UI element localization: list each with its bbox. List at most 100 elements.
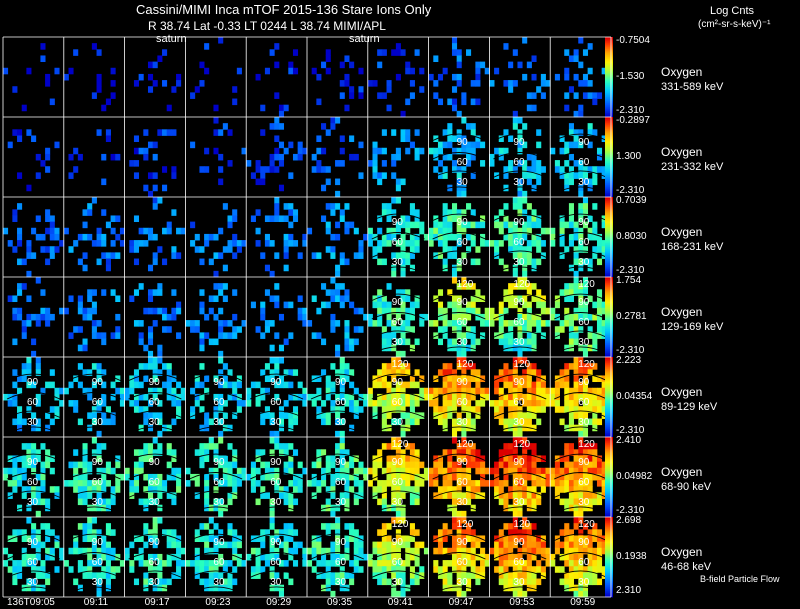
spectrogram-panel-3-9: [550, 277, 612, 358]
energy-label: 89-129 keV: [661, 401, 718, 413]
spectrogram-panel-4-1: [63, 363, 125, 438]
contour-label: 60: [391, 557, 403, 569]
contour-label: 90: [578, 137, 590, 149]
colorbar-4: [605, 357, 613, 438]
contour-label: 30: [270, 576, 282, 588]
time-label: 136T09:05: [7, 597, 55, 608]
plot-title: Cassini/MIMI Inca mTOF 2015-136 Stare Io…: [136, 2, 432, 17]
contour-label: 60: [513, 237, 525, 249]
contour-label: 30: [213, 496, 225, 508]
contour-label: 90: [91, 537, 103, 549]
contour-label: 60: [513, 477, 525, 489]
energy-label: 231-332 keV: [661, 161, 724, 173]
contour-label: 30: [91, 576, 103, 588]
contour-label: 120: [391, 359, 409, 370]
time-label: 09:29: [266, 597, 292, 608]
spectrogram-panel-2-8: [489, 197, 551, 278]
contour-label: 30: [213, 416, 225, 428]
spectrogram-panel-6-7: [432, 517, 490, 598]
contour-label: 30: [456, 256, 468, 268]
contour-label: 90: [270, 537, 282, 549]
contour-label: 30: [391, 496, 403, 508]
spectrogram-panel-1-2: [129, 129, 177, 198]
spectrogram-panel-1-1: [68, 129, 121, 186]
colorbar-min-label: -2.310: [616, 185, 645, 196]
contour-label: 30: [456, 176, 468, 188]
contour-label: 30: [391, 256, 403, 268]
contour-label: 120: [456, 359, 474, 370]
species-label: Oxygen: [661, 385, 703, 399]
contour-label: 30: [391, 576, 403, 588]
species-label: Oxygen: [661, 225, 703, 239]
spectrogram-panel-4-3: [189, 357, 247, 438]
contour-label: 60: [91, 397, 103, 409]
spectrogram-panel-5-8: [489, 437, 551, 518]
colorbar-mid-label: 1.300: [616, 151, 642, 162]
contour-label: 60: [27, 397, 39, 409]
energy-label: 168-231 keV: [661, 241, 724, 253]
contour-label: 30: [148, 576, 160, 588]
colorbar-min-label: -2.310: [616, 345, 645, 356]
spectrogram-panel-5-2: [124, 437, 182, 514]
contour-label: 30: [27, 496, 39, 508]
colorbar-mid-label: 0.2781: [616, 311, 647, 322]
spectrogram-panel-2-4: [250, 197, 308, 278]
species-label: Oxygen: [661, 145, 703, 159]
colorbar-5: [605, 437, 613, 518]
contour-label: 90: [578, 537, 590, 549]
contour-label: 90: [27, 457, 39, 469]
contour-label: 60: [456, 317, 468, 329]
contour-label: 30: [513, 336, 525, 348]
contour-label: 90: [456, 137, 468, 149]
contour-label: 60: [270, 557, 282, 569]
contour-label: 90: [148, 457, 160, 469]
spectrogram-panel-5-7: [428, 437, 490, 518]
contour-label: 60: [213, 557, 225, 569]
spectrogram-panel-1-7: [428, 117, 486, 198]
contour-label: 60: [578, 397, 590, 409]
contour-label: 90: [213, 457, 225, 469]
spectrogram-panel-4-4: [246, 357, 308, 438]
spectrogram-panel-3-6: [367, 283, 429, 358]
colorbar-max-label: -0.7504: [616, 35, 650, 46]
contour-label: 120: [578, 359, 595, 370]
contour-label: 30: [513, 176, 525, 188]
colorbar-max-label: -0.2897: [616, 115, 650, 126]
spectrogram-panel-0-8: [489, 37, 551, 118]
spectrogram-panel-6-4: [246, 517, 308, 598]
spectrogram-panel-1-3: [190, 117, 247, 186]
contour-label: 60: [578, 477, 590, 489]
spectrogram-panel-0-0: [3, 43, 60, 112]
contour-label: 30: [335, 576, 347, 588]
contour-label: 60: [148, 477, 160, 489]
colorbar-3: [605, 277, 613, 358]
spectrogram-panel-5-5: [307, 437, 369, 518]
contour-label: 60: [456, 557, 468, 569]
contour-label: 60: [513, 157, 525, 169]
time-label: 09:35: [327, 597, 353, 608]
spectrogram-panel-3-3: [185, 283, 247, 358]
contour-label: 30: [578, 176, 590, 188]
contour-label: 120: [513, 279, 531, 290]
contour-label: 60: [148, 397, 160, 409]
units-label-2: (cm²-sr-s-keV)⁻¹: [698, 19, 771, 30]
colorbar-min-label: -2.310: [616, 425, 645, 436]
contour-label: 90: [270, 377, 282, 389]
spectrogram-panel-4-7: [428, 357, 490, 438]
spectrogram-panel-3-1: [63, 289, 121, 352]
energy-label: 68-90 keV: [661, 481, 712, 493]
contour-label: 60: [270, 397, 282, 409]
time-label: 09:59: [570, 597, 596, 608]
contour-label: 90: [456, 457, 468, 469]
energy-label: 129-169 keV: [661, 321, 724, 333]
bfield-label: B-field Particle Flow: [700, 574, 780, 584]
spectrogram-panel-6-0: [3, 517, 65, 594]
contour-label: 120: [391, 439, 409, 450]
time-label: 09:47: [448, 597, 474, 608]
contour-label: 90: [91, 457, 103, 469]
contour-label: 60: [578, 237, 590, 249]
spectrogram-panel-0-4: [255, 43, 299, 118]
energy-label: 46-68 keV: [661, 561, 712, 573]
contour-label: 90: [27, 537, 39, 549]
